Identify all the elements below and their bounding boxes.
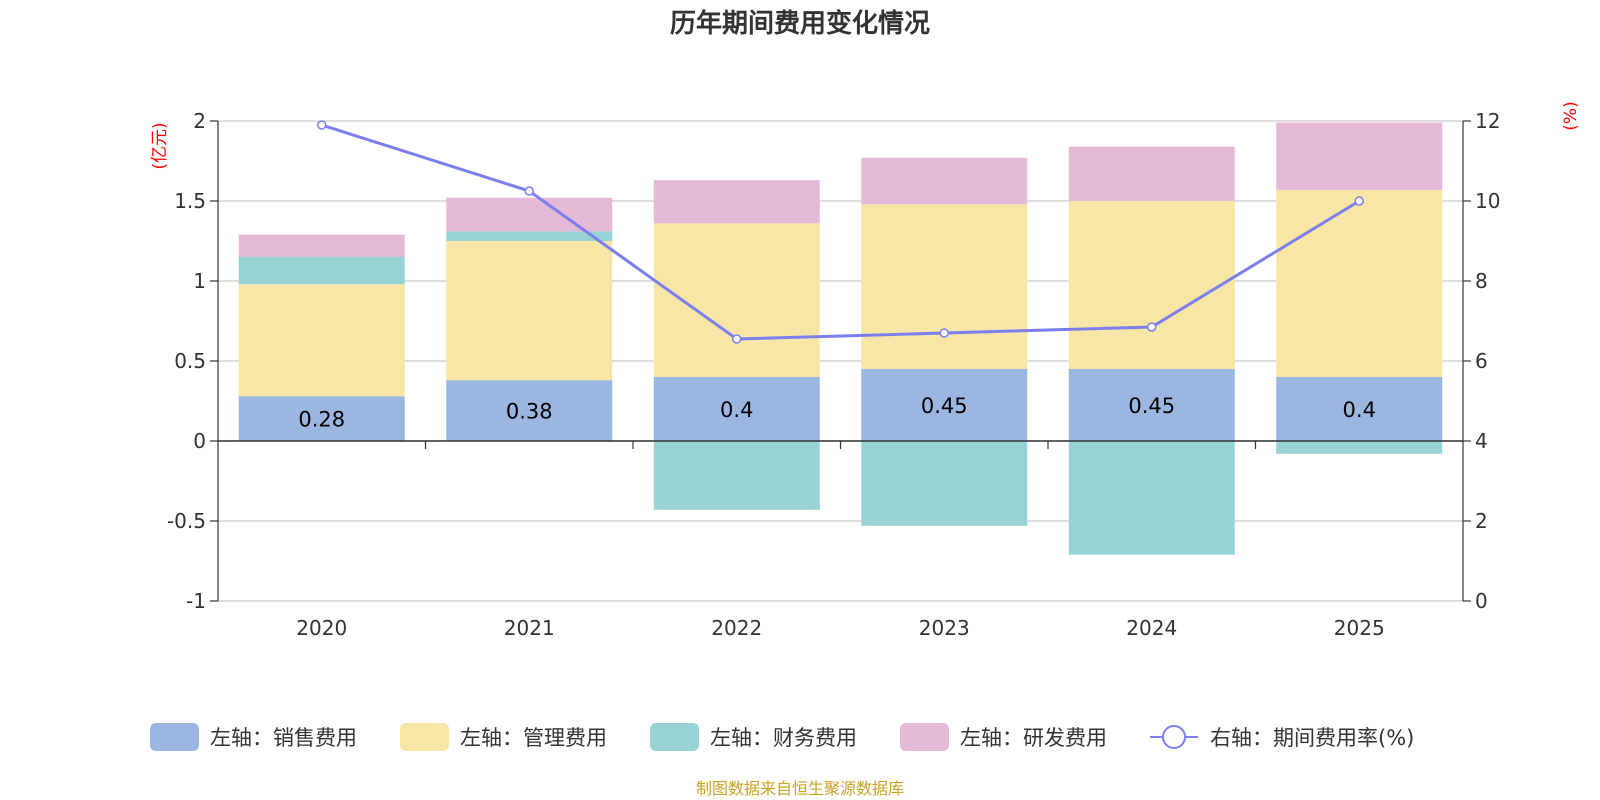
rate-point-2025: [1354, 196, 1364, 206]
bar-sales-2024: [1068, 369, 1235, 441]
x-axis-tick-label: 2023: [919, 616, 970, 640]
data-label-sales-2022: 0.4: [720, 398, 753, 422]
bar-finance-2022: [653, 441, 820, 510]
bar-rnd-2025: [1276, 122, 1443, 190]
legend-label-admin[interactable]: 左轴：管理费用: [460, 726, 607, 750]
legend-swatch-admin[interactable]: [400, 723, 449, 751]
bar-sales-2020: [238, 396, 405, 441]
bar-rnd-2021: [446, 197, 613, 232]
left-axis-tick-label: -1: [186, 589, 206, 613]
bar-rnd-2020: [238, 234, 405, 257]
legend-swatch-finance[interactable]: [650, 723, 699, 751]
x-axis-tick-label: 2025: [1334, 616, 1385, 640]
right-axis-tick-label: 6: [1475, 349, 1488, 373]
legend-label-sales[interactable]: 左轴：销售费用: [210, 726, 357, 750]
data-label-sales-2023: 0.45: [921, 394, 968, 418]
legend-swatch-rnd[interactable]: [900, 723, 949, 751]
bar-admin-2022: [653, 223, 820, 377]
legend-label-rnd[interactable]: 左轴：研发费用: [960, 726, 1107, 750]
bar-finance-2025: [1276, 441, 1443, 454]
bar-admin-2020: [238, 284, 405, 397]
left-axis-tick-label: 0: [193, 429, 206, 453]
data-label-sales-2024: 0.45: [1128, 394, 1175, 418]
data-label-sales-2025: 0.4: [1343, 398, 1376, 422]
rate-line: [321, 123, 1361, 341]
data-label-sales-2020: 0.28: [298, 408, 345, 432]
x-axis-tick-label: 2021: [504, 616, 555, 640]
rate-point-2022: [732, 334, 742, 344]
x-axis-tick-label: 2024: [1126, 616, 1177, 640]
legend-label-finance[interactable]: 左轴：财务费用: [710, 726, 857, 750]
legend-marker-rate[interactable]: [1162, 725, 1186, 749]
legend-swatch-sales[interactable]: [150, 723, 199, 751]
bar-finance-2023: [861, 441, 1028, 526]
x-axis-tick-label: 2020: [296, 616, 347, 640]
data-label-sales-2021: 0.38: [506, 400, 553, 424]
legend: 左轴：销售费用 左轴：管理费用 左轴：财务费用 左轴：研发费用 右轴：期间费用率(%): [150, 723, 1414, 751]
bar-sales-2025: [1276, 377, 1443, 441]
bar-admin-2023: [861, 204, 1028, 369]
bar-finance-2021: [446, 231, 613, 241]
bar-series: [238, 122, 1443, 555]
left-axis-tick-label: 1: [193, 269, 206, 293]
rate-point-2021: [524, 186, 534, 196]
rate-point-2023: [939, 328, 949, 338]
right-axis-tick-label: 10: [1475, 189, 1500, 213]
right-axis-tick-label: 12: [1475, 109, 1500, 133]
bar-finance-2020: [238, 257, 405, 285]
chart-title: 历年期间费用变化情况: [670, 8, 930, 39]
rate-point-2024: [1147, 322, 1157, 332]
bar-rnd-2024: [1068, 146, 1235, 201]
right-axis-tick-label: 8: [1475, 269, 1488, 293]
bar-rnd-2023: [861, 157, 1028, 205]
left-axis-tick-label: 0.5: [174, 349, 206, 373]
legend-label-rate[interactable]: 右轴：期间费用率(%): [1210, 726, 1414, 750]
x-axis-tick-label: 2022: [711, 616, 762, 640]
bar-sales-2021: [446, 380, 613, 441]
right-axis-tick-label: 2: [1475, 509, 1488, 533]
left-axis-tick-label: 1.5: [174, 189, 206, 213]
right-axis-tick-label: 0: [1475, 589, 1488, 613]
left-axis-tick-label: -0.5: [167, 509, 206, 533]
bar-sales-2022: [653, 377, 820, 441]
bar-admin-2021: [446, 241, 613, 381]
bar-finance-2024: [1068, 441, 1235, 555]
right-axis-unit: (%): [1561, 101, 1581, 130]
left-axis-tick-label: 2: [193, 109, 206, 133]
bar-rnd-2022: [653, 180, 820, 224]
rate-line-series: [317, 120, 1364, 344]
bar-admin-2025: [1276, 189, 1443, 377]
bar-admin-2024: [1068, 201, 1235, 369]
left-axis-unit: (亿元): [150, 122, 170, 169]
data-labels: 0.28 0.38 0.4 0.45 0.45 0.4: [298, 394, 1376, 432]
data-source-note: 制图数据来自恒生聚源数据库: [696, 779, 904, 798]
bar-sales-2023: [861, 369, 1028, 441]
rate-point-2020: [317, 120, 327, 130]
right-axis-tick-label: 4: [1475, 429, 1488, 453]
